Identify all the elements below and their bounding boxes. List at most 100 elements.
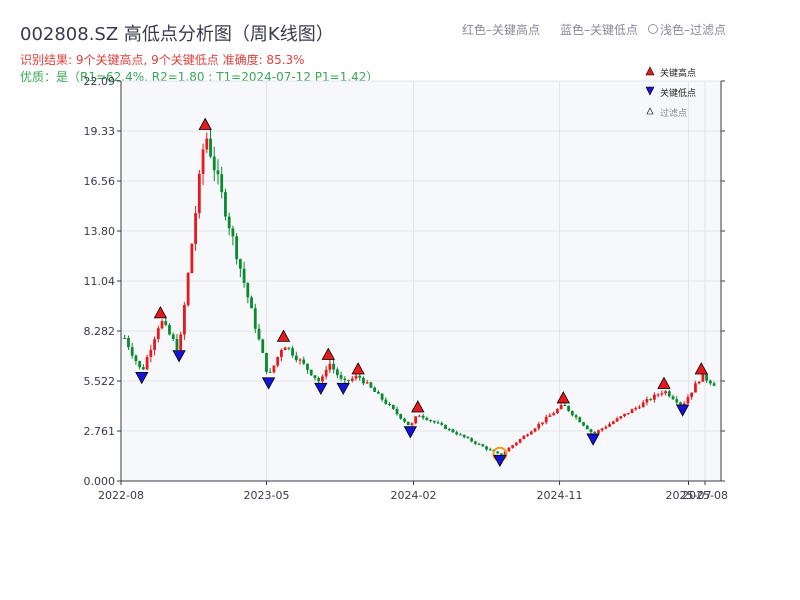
key-high-marker [694, 362, 708, 375]
candle-down [496, 451, 500, 454]
candle-up [652, 394, 656, 400]
candle-down [261, 339, 265, 353]
key-low-marker [172, 350, 186, 363]
candle-up [690, 392, 694, 398]
legend-filtered-icon [646, 107, 654, 115]
candle-up [507, 447, 511, 452]
candle-down [451, 429, 455, 433]
candle-down [380, 393, 384, 400]
candle-down [459, 434, 462, 436]
candle-down [712, 383, 716, 386]
grid-lines [120, 80, 721, 482]
key-high-marker [556, 391, 570, 404]
axes: 0.000 2.761 5.522 8.282 11.04 13.80 16.56 19.33… [84, 75, 728, 502]
candle-down [589, 429, 593, 433]
candle-up [526, 434, 529, 436]
candle-up [183, 305, 186, 335]
candle-down [376, 391, 380, 394]
legend-low-label: 关键低点 [660, 87, 696, 99]
candle-up [641, 402, 645, 408]
key-low-marker [493, 454, 507, 468]
x-tick-label: 2025-08 [682, 489, 728, 502]
candle-down [250, 297, 253, 309]
candle-down [220, 174, 224, 193]
candle-down [171, 334, 175, 340]
note-blue-low: 蓝色–关键低点 [560, 23, 639, 37]
candle-up [194, 213, 198, 244]
candle-down [432, 420, 436, 423]
candle-up [548, 415, 552, 417]
candle-down [317, 377, 321, 382]
candle-down [343, 378, 347, 381]
page-title: 002808.SZ 高低点分析图（周K线图） [20, 24, 334, 45]
candle-down [425, 417, 429, 421]
key-high-marker [657, 376, 671, 389]
candle-down [455, 432, 459, 435]
x-tick-label: 2024-02 [391, 489, 437, 502]
candle-down [138, 361, 142, 368]
candle-down [570, 411, 574, 416]
candle-down [309, 369, 313, 376]
candle-up [697, 381, 701, 384]
candle-down [302, 359, 306, 364]
candle-down [421, 415, 425, 418]
candle-up [604, 426, 608, 429]
note-filtered-label: 浅色–过滤点 [660, 23, 727, 37]
candle-down [481, 444, 485, 447]
candle-up [600, 428, 604, 431]
candle-down [578, 417, 582, 423]
candle-up [321, 376, 324, 382]
candle-up [272, 365, 276, 373]
candle-down [134, 355, 138, 362]
candle-up [365, 382, 369, 384]
candle-up [328, 363, 332, 370]
key-low-marker [403, 426, 418, 439]
candle-down [444, 424, 447, 430]
candle-down [388, 403, 391, 405]
y-tick-label: 2.761 [84, 425, 116, 438]
candle-down [671, 396, 675, 400]
candle-down [306, 363, 309, 370]
candle-up [160, 321, 164, 329]
candle-up [186, 273, 190, 306]
candle-up [145, 356, 149, 370]
candle-down [429, 420, 432, 422]
candle-up [201, 149, 205, 174]
candle-down [466, 437, 470, 439]
candle-up [660, 393, 664, 395]
candle-down [369, 382, 373, 388]
key-high-marker [321, 347, 335, 360]
candle-up [354, 375, 358, 379]
candle-down [436, 422, 440, 424]
candle-up [634, 407, 638, 410]
candle-up [418, 415, 421, 417]
candle-up [544, 416, 548, 423]
candle-up [156, 328, 160, 340]
candle-down [649, 399, 653, 401]
candle-down [567, 405, 571, 412]
candle-down [582, 422, 585, 426]
y-tick-label: 19.33 [84, 125, 116, 138]
candle-up [638, 407, 641, 409]
candle-down [257, 328, 261, 340]
y-tick-label: 0.000 [84, 475, 116, 488]
note-light-filtered: 浅色–过滤点 [648, 21, 726, 38]
candle-down [175, 339, 179, 350]
candle-up [626, 413, 630, 415]
candle-up [623, 413, 626, 417]
x-tick-label: 2024-11 [537, 489, 583, 502]
candle-up [414, 416, 418, 424]
candle-down [216, 170, 220, 175]
key-low-marker [586, 433, 600, 446]
key-low-marker [336, 382, 350, 396]
candle-down [447, 429, 451, 431]
key-high-marker [276, 329, 291, 342]
candle-down [362, 377, 365, 384]
candle-down [473, 441, 477, 444]
legend-high-label: 关键高点 [660, 67, 696, 79]
candle-up [350, 378, 354, 381]
candle-up [197, 173, 201, 214]
candle-up [298, 359, 302, 361]
candle-up [276, 356, 280, 366]
